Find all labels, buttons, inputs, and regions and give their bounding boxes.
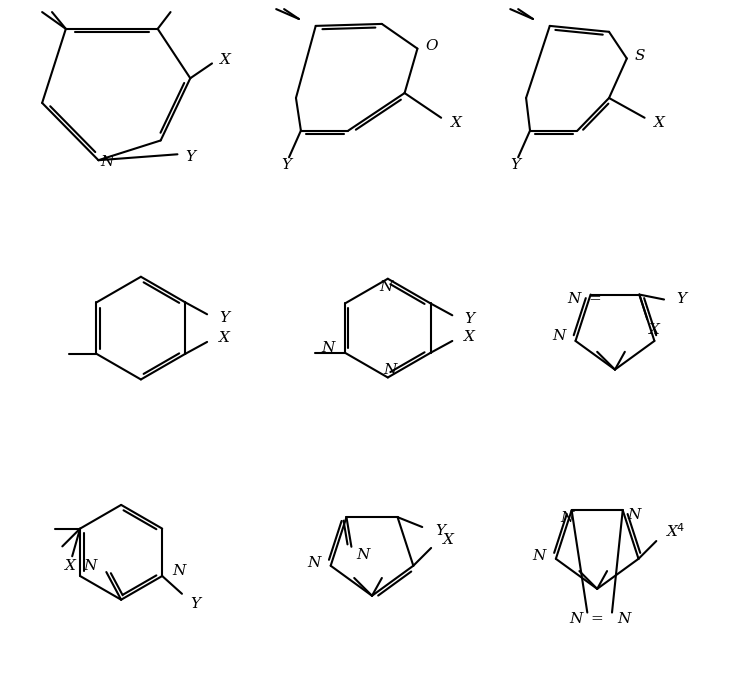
Text: Y: Y [281,158,291,172]
Text: N: N [101,155,114,169]
Text: 4: 4 [676,523,683,533]
Text: X: X [668,525,678,539]
Text: N: N [322,341,335,355]
Text: N: N [568,293,580,307]
Text: Y: Y [464,312,475,326]
Text: X: X [219,331,229,345]
Text: Y: Y [190,596,200,611]
Text: Y: Y [435,524,446,538]
Text: X: X [654,116,665,129]
Text: X: X [443,533,454,547]
Text: Y: Y [676,293,686,307]
Text: X: X [464,330,475,344]
Text: X: X [65,559,76,573]
Text: =: = [589,293,601,307]
Text: N: N [356,548,370,561]
Text: N: N [628,508,641,522]
Text: N: N [383,363,396,377]
Text: Y: Y [510,158,520,172]
Text: X: X [649,323,660,337]
Text: N: N [172,564,186,578]
Text: N: N [533,549,546,563]
Text: O: O [425,38,438,53]
Text: N: N [560,511,574,525]
Text: N: N [569,613,583,626]
Text: N: N [617,613,630,626]
Text: =: = [591,613,603,626]
Text: N: N [552,329,565,343]
Text: X: X [220,53,231,67]
Text: Y: Y [186,150,195,164]
Text: Y: Y [219,311,229,326]
Text: N: N [83,559,96,573]
Text: N: N [308,556,321,570]
Text: X: X [451,116,462,129]
Text: S: S [635,49,645,63]
Text: N: N [379,280,393,294]
